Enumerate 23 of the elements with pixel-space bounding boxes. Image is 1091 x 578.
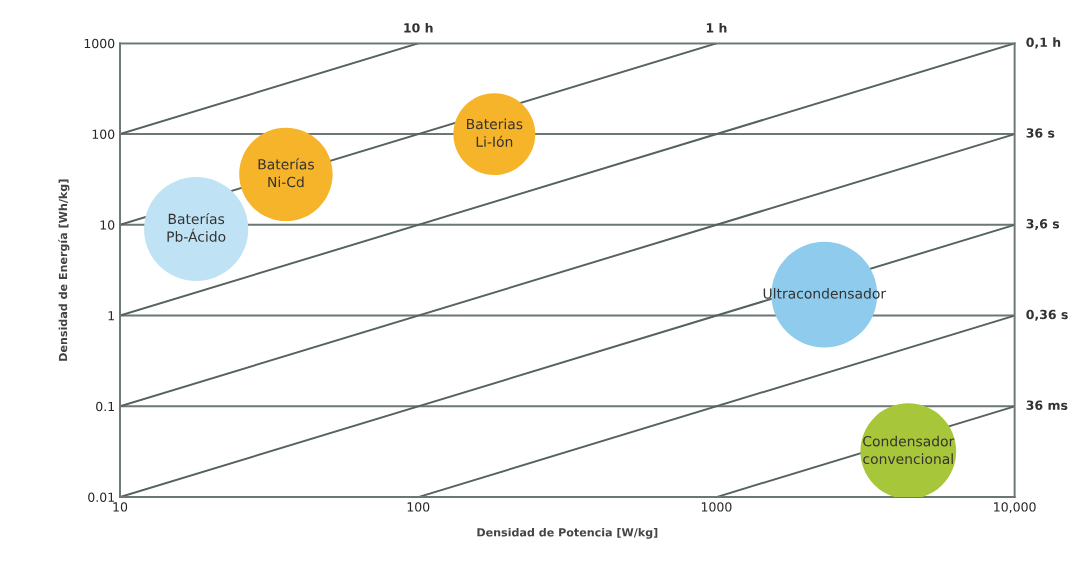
y-tick-label: 10 [100, 220, 115, 230]
series-label: 10 h [404, 22, 433, 33]
y-tick-label: 100 [92, 129, 115, 140]
series-label: Baterías Ni-Cd [258, 158, 314, 188]
y-axis-title: Densidad de Energía [Wh/kg] [58, 179, 70, 361]
y-tick-label: 1 [108, 311, 114, 321]
x-tick-label: 10 [113, 502, 128, 512]
y-tick-label: 0.01 [88, 492, 114, 503]
x-tick-label: 10,000 [994, 502, 1036, 513]
series-label: Baterías Pb-Ácido [167, 212, 226, 242]
series-label: 3,6 s [1026, 219, 1060, 231]
series-label: 1 h [706, 22, 727, 33]
series-label: 36 ms [1026, 400, 1068, 410]
series-label: 36 s [1026, 128, 1055, 138]
series-label: 0,36 s [1026, 309, 1068, 321]
series-label: 0,1 h [1026, 37, 1061, 49]
series-label: Condensador convencional [863, 435, 955, 465]
x-tick-label: 1000 [701, 502, 732, 512]
y-tick-label: 1000 [84, 38, 115, 49]
x-tick-label: 100 [407, 502, 430, 512]
x-axis-title: Densidad de Potencia [W/kg] [477, 527, 658, 539]
y-tick-label: 0.1 [96, 401, 114, 412]
series-label: Baterias Li-Ión [467, 118, 523, 147]
